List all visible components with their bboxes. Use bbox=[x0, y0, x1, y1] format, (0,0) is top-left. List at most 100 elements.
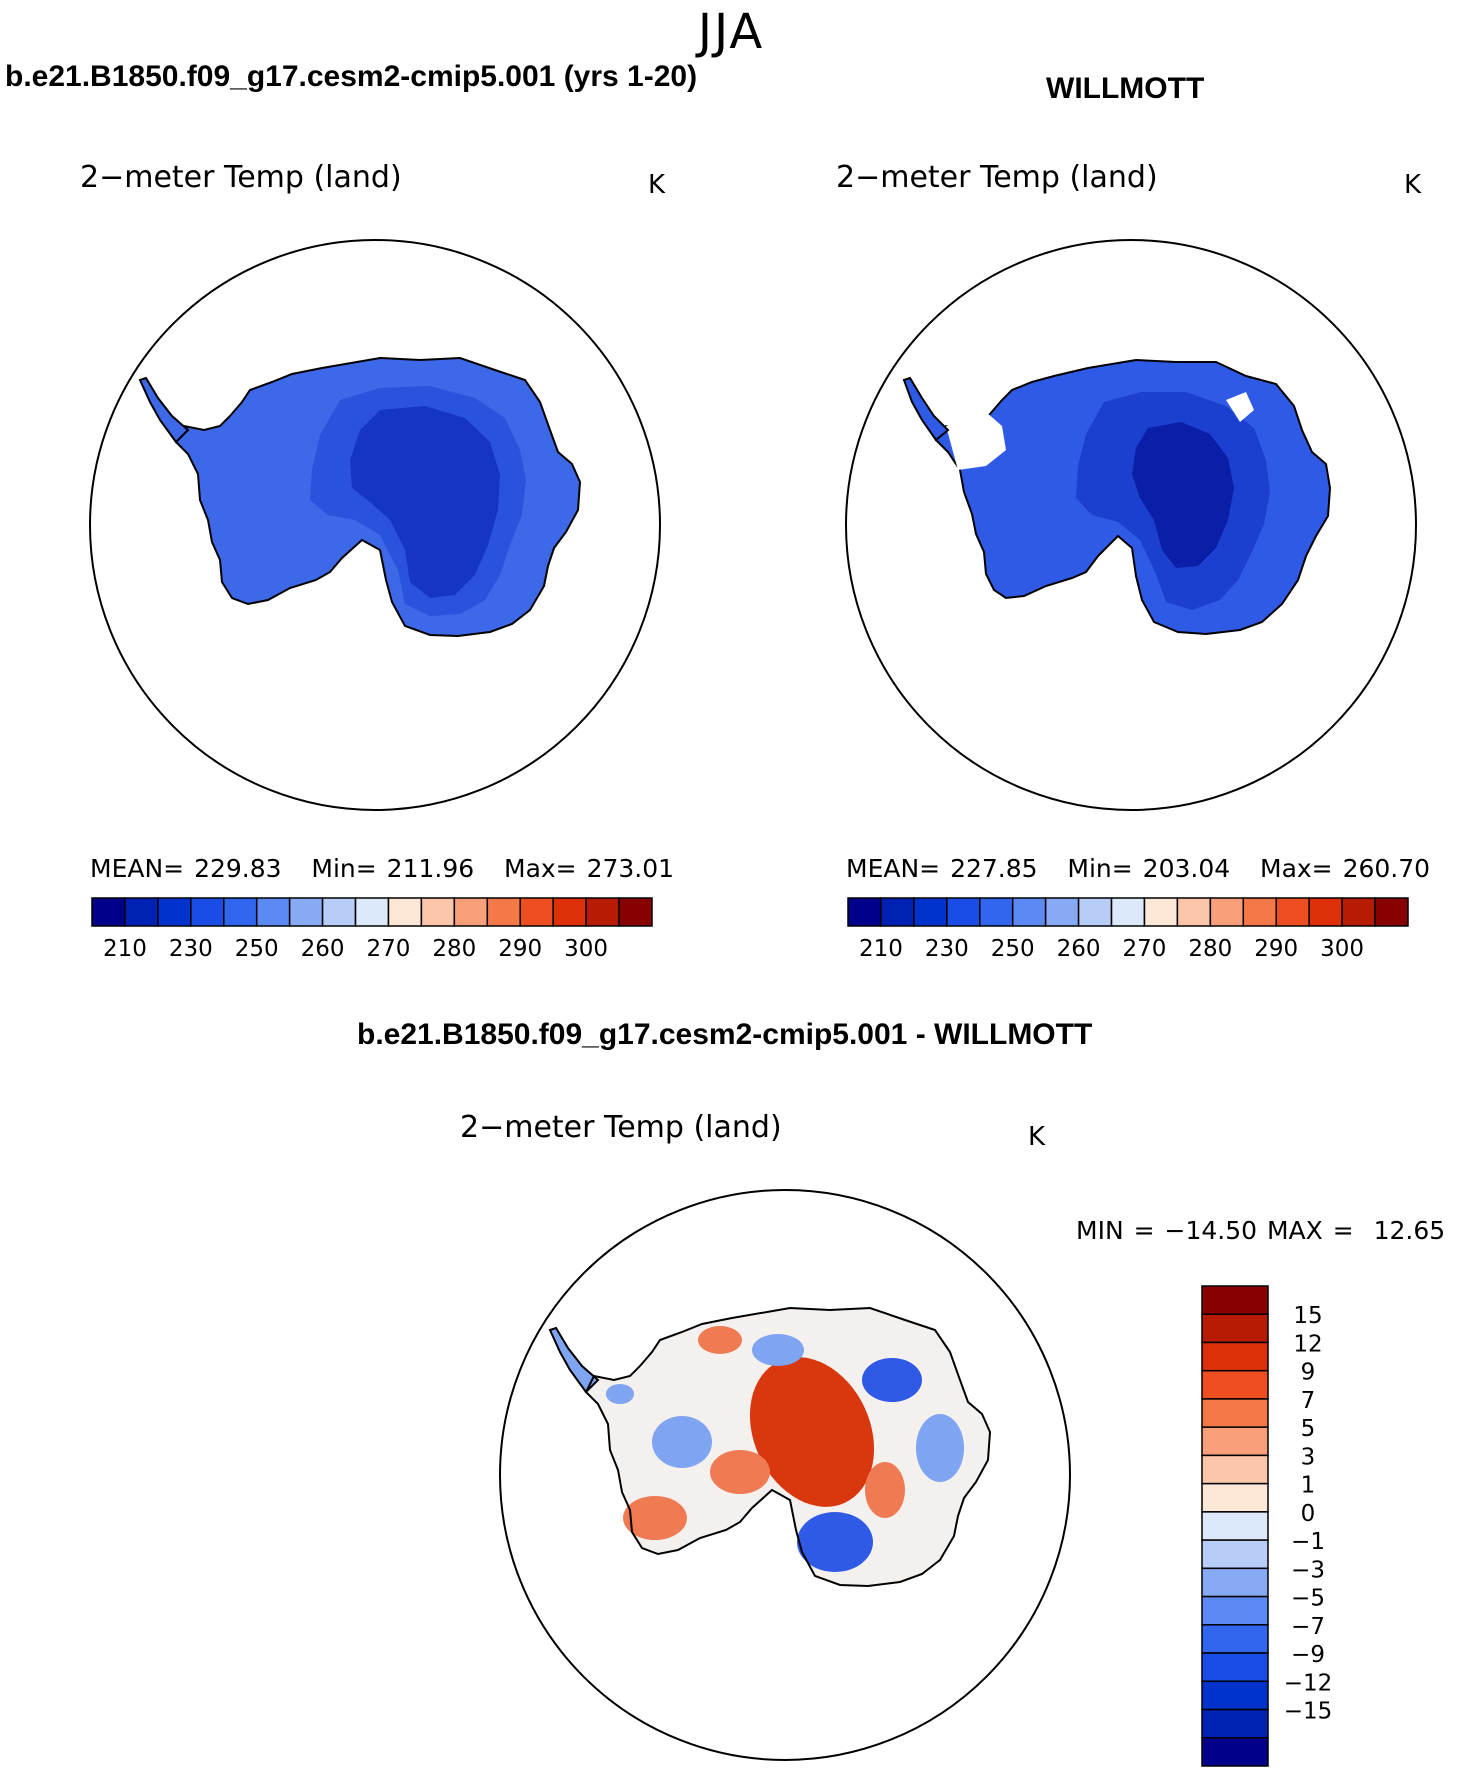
diff-colorbar-box bbox=[1201, 1680, 1269, 1711]
panel1-map-boundary bbox=[89, 239, 661, 811]
panel1-colorbar-label: 290 bbox=[498, 936, 542, 962]
panel2-stats: MEAN= 227.85 Min= 203.04 Max= 260.70 bbox=[846, 854, 1430, 883]
diff-map-boundary bbox=[499, 1189, 1071, 1761]
d-cool2-region bbox=[652, 1416, 712, 1468]
panel2-colorbar-label: 270 bbox=[1123, 936, 1167, 962]
panel2-map-boundary bbox=[845, 239, 1417, 811]
panel2-colorbar-box bbox=[1110, 897, 1146, 927]
panel2-colorbar-label: 290 bbox=[1254, 936, 1298, 962]
panel1-colorbar-box bbox=[190, 897, 225, 927]
diff-max-label: MAX = bbox=[1266, 1216, 1354, 1245]
diff-colorbar-box bbox=[1201, 1398, 1269, 1428]
panel1-colorbar-box bbox=[486, 897, 521, 927]
d-peninsula-region bbox=[548, 1326, 600, 1394]
diff-colorbar-box bbox=[1201, 1313, 1269, 1344]
panel2-min-label: Min= bbox=[1067, 854, 1133, 883]
panel1-max-label: Max= bbox=[504, 854, 577, 883]
panel2-colorbar-label: 260 bbox=[1057, 936, 1101, 962]
diff-colorbar-label: −3 bbox=[1291, 1557, 1325, 1583]
diff-colorbar-label: −5 bbox=[1291, 1586, 1325, 1612]
panel1-colorbar-box bbox=[288, 897, 324, 927]
diff-colorbar-label: 0 bbox=[1301, 1501, 1316, 1527]
diff-colorbar-box bbox=[1201, 1426, 1269, 1457]
diff-colorbar-box bbox=[1201, 1539, 1269, 1570]
d-hot-region bbox=[749, 1357, 875, 1507]
diff-colorbar-label: −15 bbox=[1284, 1699, 1333, 1725]
panel1-colorbar-box bbox=[321, 897, 357, 927]
panel1-colorbar-label: 260 bbox=[301, 936, 345, 962]
panel1-colorbar-label: 230 bbox=[169, 936, 213, 962]
diff-colorbar-box bbox=[1201, 1369, 1269, 1400]
diff-colorbar-box bbox=[1201, 1708, 1269, 1739]
panel1-colorbar-box bbox=[124, 897, 159, 927]
panel1-min-label: Min= bbox=[311, 854, 377, 883]
p1-inner-region bbox=[350, 406, 500, 598]
d-cold2-region bbox=[862, 1358, 922, 1402]
panel1-colorbar-box bbox=[157, 897, 192, 927]
diff-colorbar-box bbox=[1201, 1595, 1269, 1626]
panel1-colorbar-box bbox=[223, 897, 258, 927]
panel2-colorbar-label: 230 bbox=[925, 936, 969, 962]
panel2-colorbar-box bbox=[979, 897, 1014, 927]
panel1-colorbar-box bbox=[387, 897, 423, 927]
panel1-colorbar-box bbox=[255, 897, 291, 927]
panel1-max-value: 273.01 bbox=[586, 854, 675, 883]
panel2-colorbar-box bbox=[1143, 897, 1179, 927]
d-cool1-region bbox=[916, 1414, 964, 1482]
panel2-colorbar-box bbox=[1341, 897, 1376, 927]
panel1-antarctica bbox=[138, 356, 582, 638]
d-warm3-region bbox=[865, 1462, 905, 1518]
panel1-colorbar-box bbox=[453, 897, 489, 927]
panel1-colorbar-box bbox=[354, 897, 390, 927]
p1-peninsula-region bbox=[138, 376, 190, 444]
panel2-colorbar-box bbox=[946, 897, 981, 927]
season-title: JJA bbox=[697, 4, 765, 60]
diff-colorbar-label: −7 bbox=[1291, 1614, 1325, 1640]
panel2-colorbar: 210 230 250 260 270 280 290 300 bbox=[847, 897, 1409, 962]
panel2-mean-label: MEAN= bbox=[846, 854, 941, 883]
diff-colorbar-box bbox=[1201, 1285, 1269, 1315]
diff-max-value: 12.65 bbox=[1373, 1216, 1446, 1245]
panel2-colorbar-box bbox=[913, 897, 948, 927]
panel2-colorbar-box bbox=[1308, 897, 1343, 927]
diff-colorbar-box bbox=[1201, 1652, 1269, 1683]
panel2-colorbar-label: 300 bbox=[1320, 936, 1364, 962]
diff-colorbar-box bbox=[1201, 1737, 1269, 1767]
panel1-colorbar: 210 230 250 260 270 280 290 300 bbox=[91, 897, 653, 962]
panel2-colorbar-box bbox=[1374, 897, 1409, 927]
panel1-mean-label: MEAN= bbox=[90, 854, 185, 883]
diff-title: b.e21.B1850.f09_g17.cesm2-cmip5.001 - WI… bbox=[357, 1018, 1093, 1051]
diff-colorbar-label: −9 bbox=[1291, 1642, 1325, 1668]
diff-min-label: MIN = bbox=[1076, 1216, 1155, 1245]
panel1-units: K bbox=[648, 170, 666, 200]
p2-inner-region bbox=[1132, 422, 1234, 568]
panel1-colorbar-box bbox=[420, 897, 456, 927]
diff-colorbar-box bbox=[1201, 1482, 1269, 1513]
panel1-stats: MEAN= 229.83 Min= 211.96 Max= 273.01 bbox=[90, 854, 674, 883]
panel1-colorbar-box bbox=[519, 897, 554, 927]
panel2-variable: 2−meter Temp (land) bbox=[836, 160, 1158, 195]
panel2-colorbar-box bbox=[1077, 897, 1113, 927]
diff-colorbar-label: 7 bbox=[1301, 1388, 1316, 1414]
diff-map bbox=[499, 1189, 1071, 1761]
panel2-colorbar-box bbox=[1011, 897, 1047, 927]
panel1-map bbox=[89, 239, 661, 811]
panel1-colorbar-label: 270 bbox=[367, 936, 411, 962]
panel2-colorbar-box bbox=[1209, 897, 1245, 927]
diff-colorbar-label: 1 bbox=[1301, 1473, 1316, 1499]
diff-minmax: MIN = −14.50 MAX = 12.65 bbox=[1076, 1216, 1445, 1245]
panel2-colorbar-box bbox=[1275, 897, 1310, 927]
d-cool3-region bbox=[752, 1334, 804, 1366]
panel2-mean-value: 227.85 bbox=[950, 854, 1038, 883]
panel1-title: b.e21.B1850.f09_g17.cesm2-cmip5.001 (yrs… bbox=[5, 60, 698, 93]
diff-colorbar-box bbox=[1201, 1341, 1269, 1372]
d-warm2-region bbox=[623, 1496, 687, 1540]
diff-colorbar-box bbox=[1201, 1567, 1269, 1598]
diff-colorbar-label: 15 bbox=[1293, 1303, 1322, 1329]
panel1-variable: 2−meter Temp (land) bbox=[80, 160, 402, 195]
panel1-colorbar-box bbox=[91, 897, 126, 927]
diff-colorbar-label: −1 bbox=[1291, 1529, 1325, 1555]
panel1-colorbar-label: 250 bbox=[235, 936, 279, 962]
diff-colorbar-label: −12 bbox=[1284, 1670, 1333, 1696]
